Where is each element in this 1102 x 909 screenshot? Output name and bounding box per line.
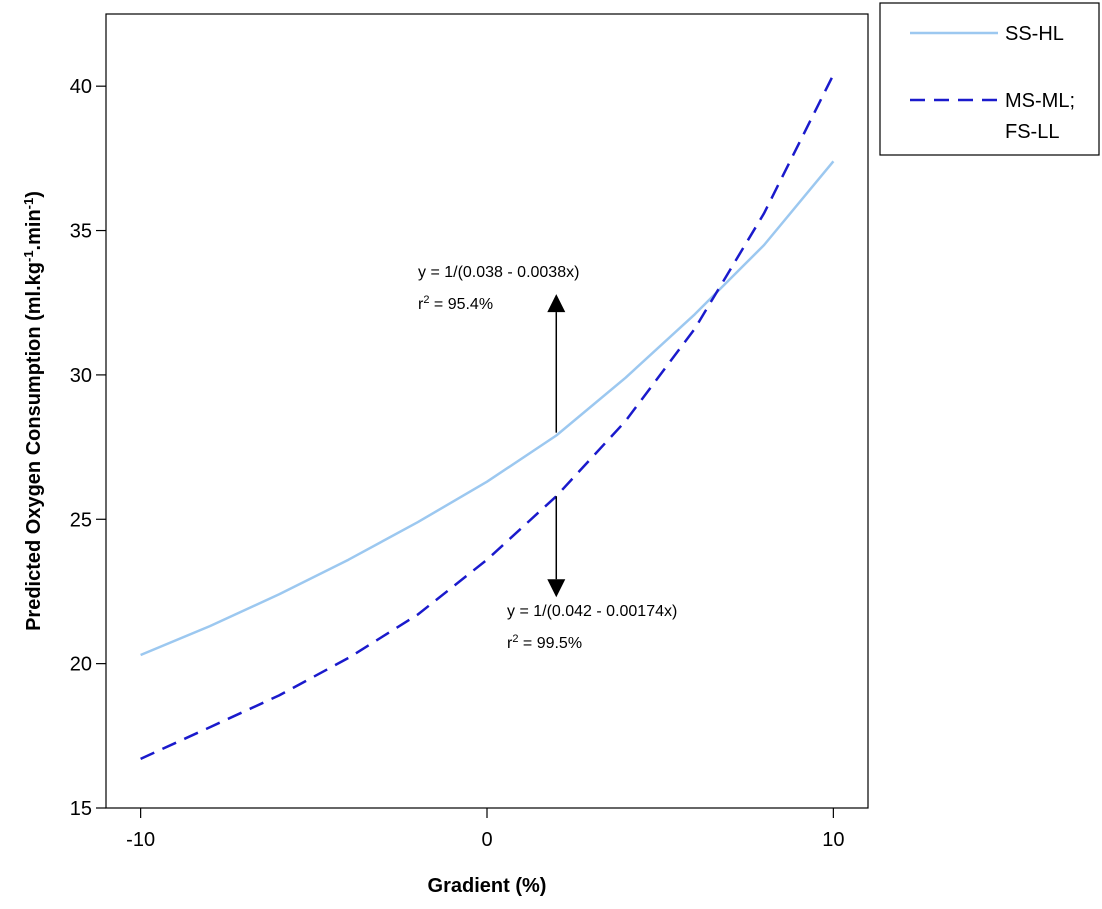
legend-label-ss-hl: SS-HL [1005,23,1064,45]
annotation-2-r-squared: r2 = 99.5% [507,633,582,652]
x-tick-label: 0 [481,829,492,851]
annotation-arrows [547,294,566,598]
legend: SS-HL MS-ML; FS-LL [879,2,1100,156]
y-tick-label: 20 [70,654,92,676]
legend-box [879,2,1100,156]
y-axis-title: Predicted Oxygen Consumption (ml.kg-1.mi… [21,191,46,631]
y-tick-label: 40 [70,76,92,98]
y-axis-ticks: 15 20 25 30 35 40 [70,76,106,820]
series-layer [140,74,835,761]
x-axis-ticks: -10 0 10 [126,808,844,851]
y-tick-label: 25 [70,509,92,531]
legend-label-ms-ml-fs-ll-line-2: FS-LL [1005,121,1059,143]
x-tick-label: -10 [126,829,155,851]
y-tick-label: 35 [70,221,92,243]
annotation-1-r-squared: r2 = 95.4% [418,294,493,313]
annotation-1-equation: y = 1/(0.038 - 0.0038x) [418,264,579,281]
plot-area-frame [105,13,869,809]
annotation-arrow-head-2 [547,579,566,598]
x-tick-label: 10 [822,829,844,851]
y-tick-label: 15 [70,798,92,820]
annotation-arrow-head-1 [547,294,566,313]
x-axis-title: Gradient (%) [428,875,547,897]
y-tick-label: 30 [70,365,92,387]
legend-label-ms-ml-fs-ll-line-1: MS-ML; [1005,90,1075,112]
series-line-ms-ml-fs-ll [140,74,835,761]
series-line-ss-hl [140,160,835,657]
annotation-2-equation: y = 1/(0.042 - 0.00174x) [507,603,677,620]
